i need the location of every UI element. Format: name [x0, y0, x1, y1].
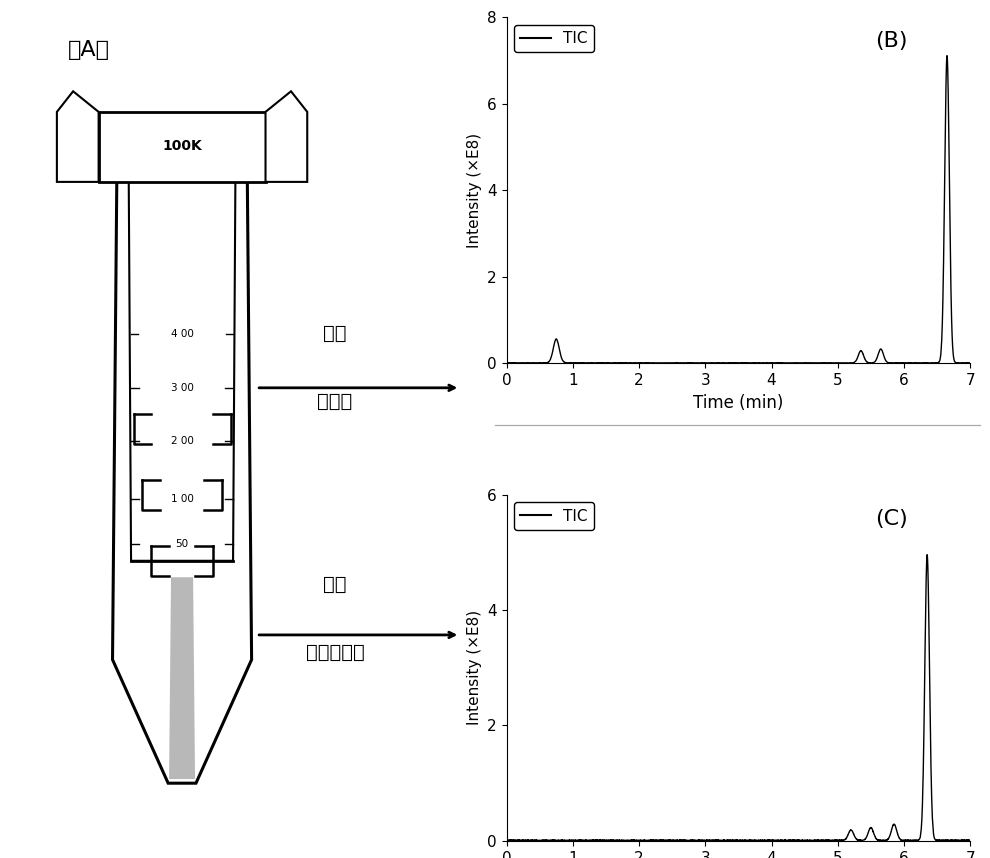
- Text: 2 00: 2 00: [170, 437, 193, 446]
- Text: 1 00: 1 00: [170, 494, 193, 504]
- Legend: TIC: TIC: [514, 25, 594, 52]
- Polygon shape: [169, 577, 195, 779]
- Text: 游离胰岛素: 游离胰岛素: [306, 644, 364, 662]
- Text: (B): (B): [875, 32, 908, 51]
- Bar: [99, 112, 265, 182]
- Text: 100K: 100K: [162, 140, 202, 154]
- Text: 脂质体: 脂质体: [318, 392, 352, 411]
- Text: 下室: 下室: [324, 575, 346, 594]
- Legend: TIC: TIC: [514, 503, 594, 529]
- Polygon shape: [129, 182, 236, 561]
- Polygon shape: [265, 91, 307, 182]
- Y-axis label: Intensity (×E8): Intensity (×E8): [466, 133, 481, 248]
- Text: 4 00: 4 00: [170, 329, 193, 339]
- Text: (C): (C): [875, 509, 908, 529]
- Y-axis label: Intensity (×E8): Intensity (×E8): [466, 610, 481, 725]
- Text: 50: 50: [175, 540, 189, 549]
- Text: （A）: （A）: [68, 40, 110, 60]
- Text: 上室: 上室: [324, 323, 346, 342]
- Polygon shape: [56, 91, 99, 182]
- X-axis label: Time (min): Time (min): [693, 394, 783, 412]
- Text: 3 00: 3 00: [170, 383, 193, 393]
